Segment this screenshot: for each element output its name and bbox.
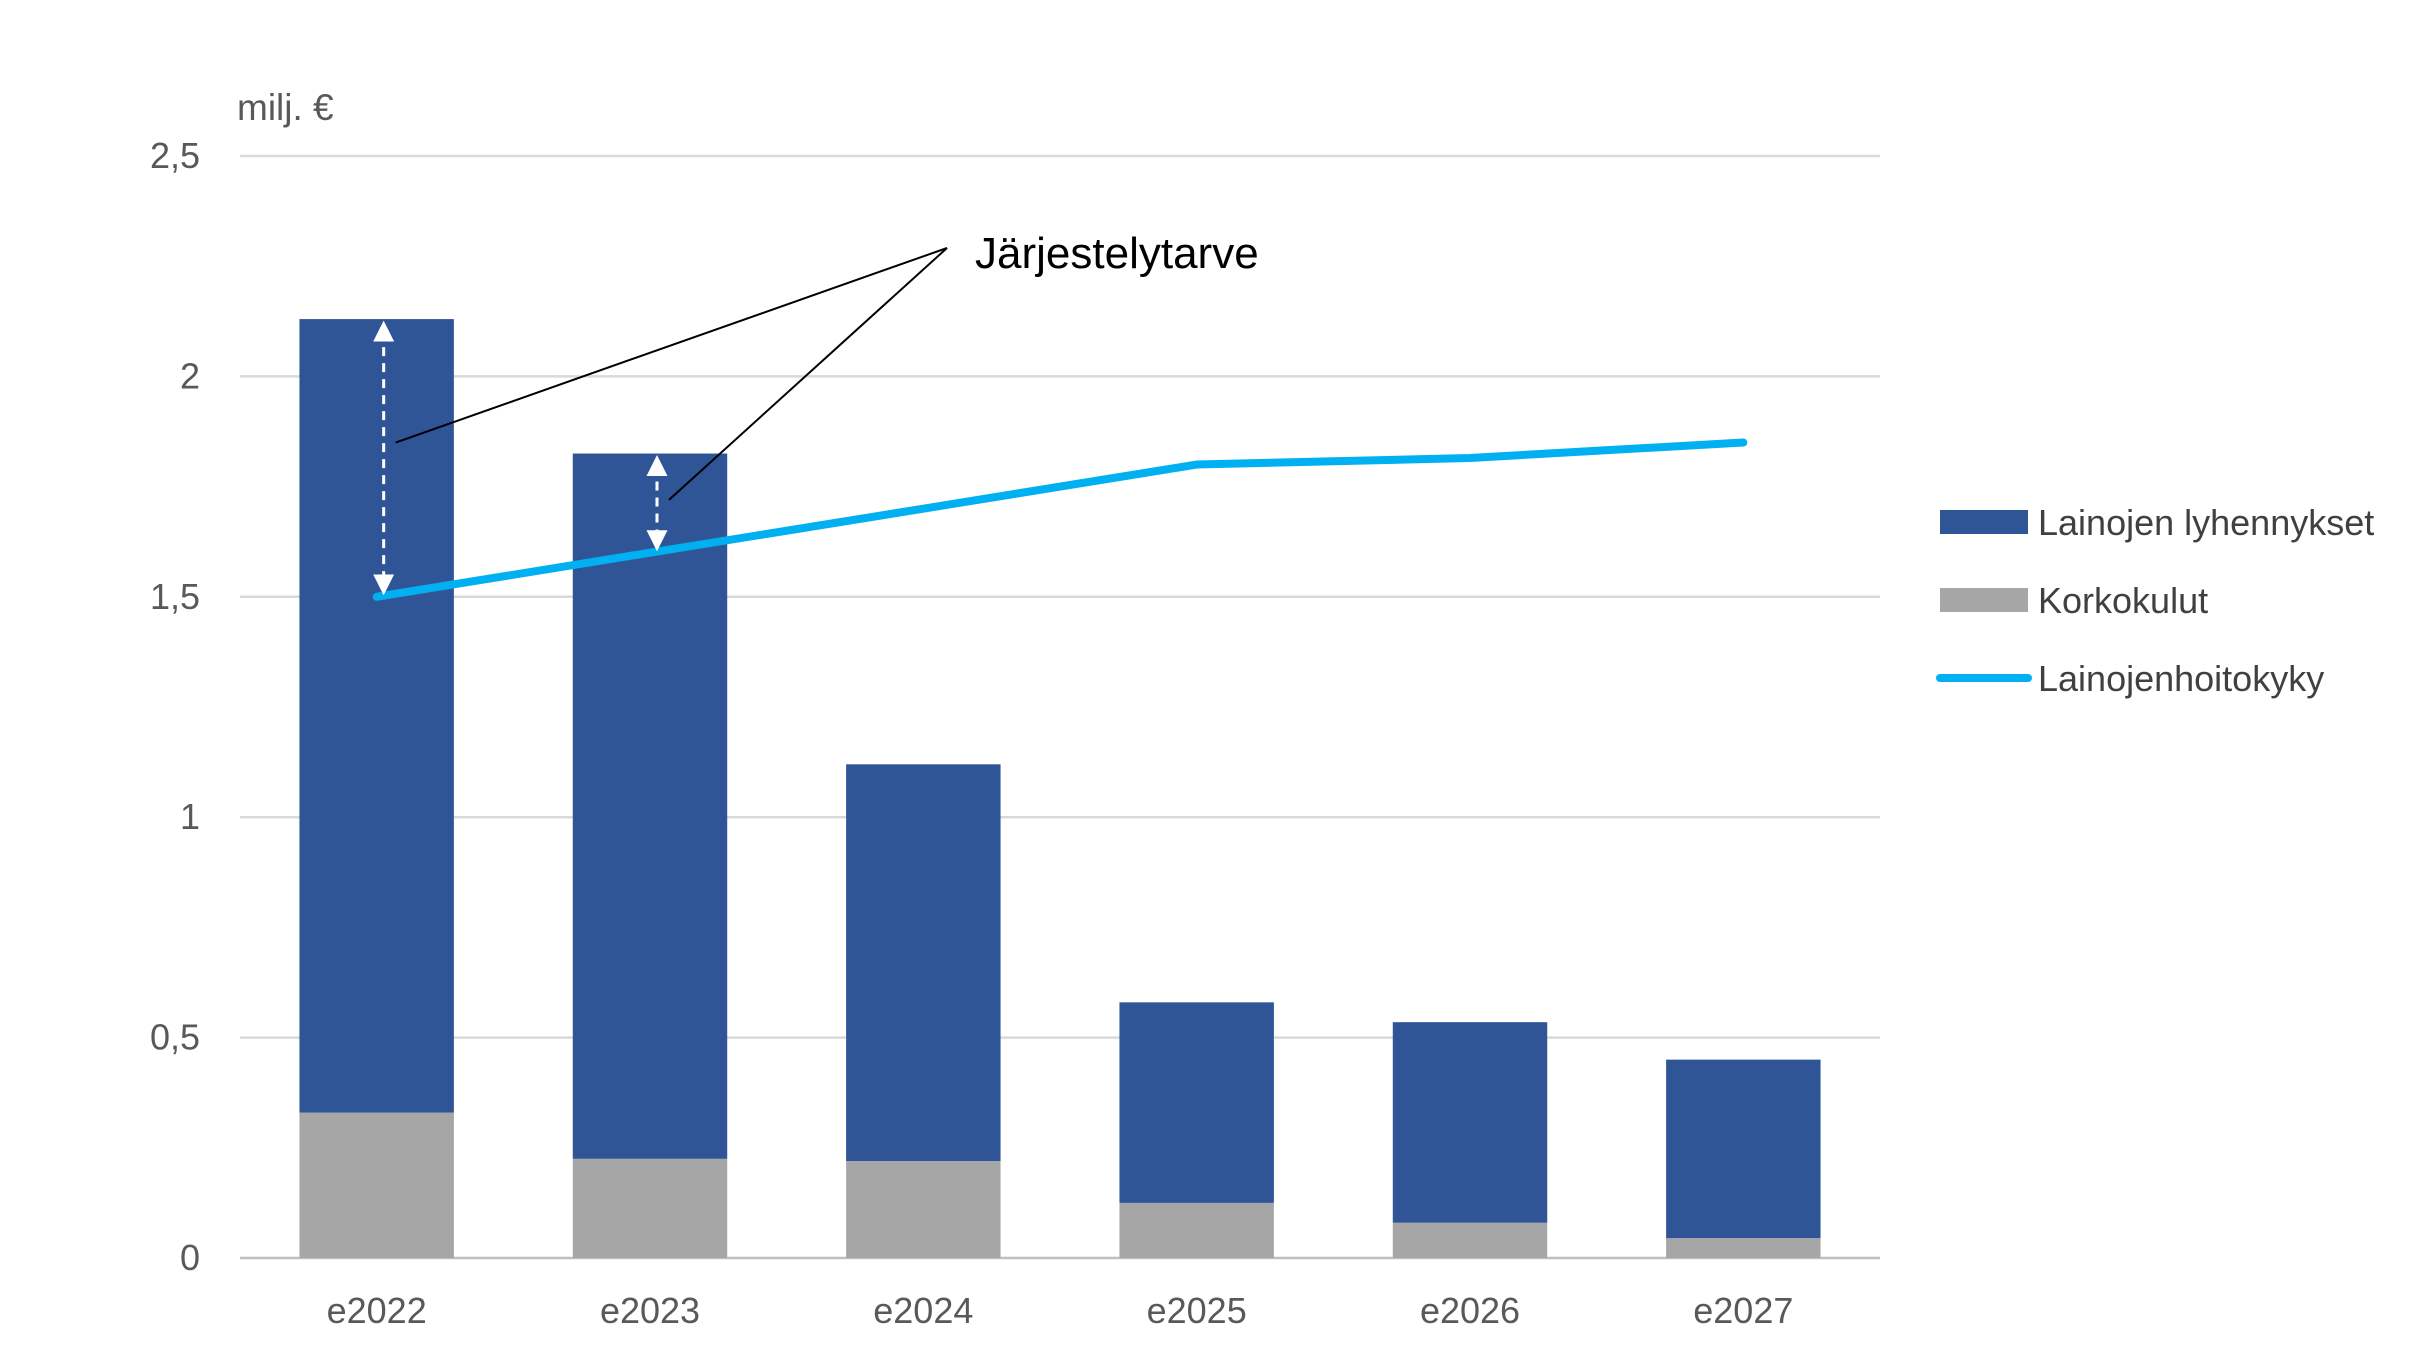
legend-label: Korkokulut (2038, 580, 2208, 621)
bar-lainojen-lyhennykset (1392, 1022, 1548, 1223)
bar-korkokulut (1392, 1222, 1548, 1258)
y-tick-label: 0 (180, 1237, 200, 1278)
x-tick-label: e2022 (327, 1290, 427, 1331)
bar-lainojen-lyhennykset (572, 453, 728, 1159)
y-tick-label: 1 (180, 796, 200, 837)
bar-lainojen-lyhennykset (1666, 1059, 1821, 1239)
annotation-pointer-line (668, 247, 948, 501)
legend-swatch (1940, 588, 2028, 612)
x-tick-label: e2023 (600, 1290, 700, 1331)
y-tick-label: 0,5 (150, 1017, 200, 1058)
y-tick-label: 2,5 (150, 135, 200, 176)
legend-label: Lainojenhoitokyky (2038, 658, 2324, 699)
bar-korkokulut (572, 1158, 728, 1258)
y-tick-label: 1,5 (150, 576, 200, 617)
x-tick-label: e2027 (1693, 1290, 1793, 1331)
bar-lainojen-lyhennykset (299, 319, 454, 1113)
bar-korkokulut (846, 1161, 1001, 1258)
labels-layer: 0 0,5 1 1,5 2 2,5 milj. € e2022 e2023 e2024 e2025 e… (150, 87, 1793, 1331)
x-tick-label: e2025 (1147, 1290, 1247, 1331)
annotation-layer: Järjestelytarve (373, 229, 1259, 596)
y-tick-label: 2 (180, 355, 200, 396)
annotation-label: Järjestelytarve (975, 229, 1259, 278)
bar-lainojen-lyhennykset (1119, 1002, 1274, 1203)
y-axis-unit-label: milj. € (237, 87, 334, 128)
bar-korkokulut (1666, 1238, 1821, 1258)
legend: Lainojen lyhennykset Korkokulut Lainojenho… (1936, 502, 2374, 699)
line-layer (372, 438, 1748, 601)
legend-swatch (1940, 510, 2028, 534)
legend-label: Lainojen lyhennykset (2038, 502, 2374, 543)
line-lainojenhoitokyky (372, 438, 1748, 601)
bar-lainojen-lyhennykset (846, 764, 1001, 1162)
x-tick-label: e2024 (873, 1290, 973, 1331)
annotation-pointer-line (395, 247, 948, 444)
bar-korkokulut (299, 1112, 454, 1258)
bars-layer (299, 319, 1821, 1258)
x-tick-label: e2026 (1420, 1290, 1520, 1331)
grid-layer (240, 154, 1880, 1260)
bar-korkokulut (1119, 1202, 1274, 1258)
